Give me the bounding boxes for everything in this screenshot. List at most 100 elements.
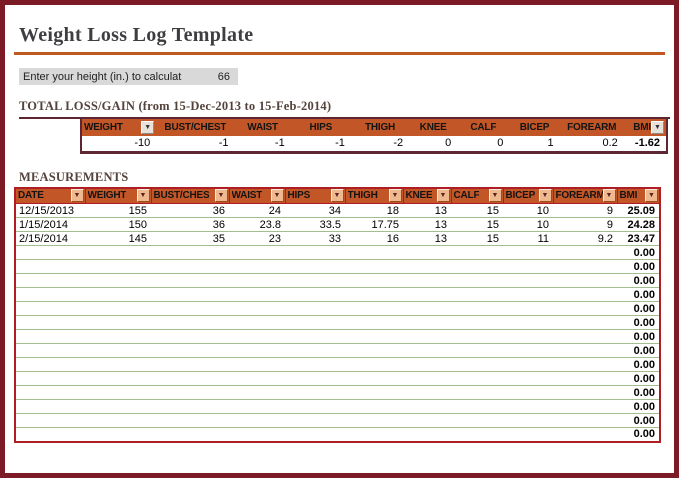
- cell-calf[interactable]: 15: [451, 231, 503, 246]
- cell-forearm[interactable]: [553, 287, 617, 302]
- cell-knee[interactable]: [403, 301, 451, 316]
- cell-bicep[interactable]: [503, 427, 553, 442]
- cell-date[interactable]: [15, 427, 85, 442]
- cell-bicep[interactable]: 10: [503, 203, 553, 218]
- cell-bicep[interactable]: [503, 343, 553, 358]
- cell-date[interactable]: [15, 329, 85, 344]
- cell-thigh[interactable]: 16: [345, 231, 403, 246]
- cell-hips[interactable]: [285, 315, 345, 330]
- cell-waist[interactable]: [229, 371, 285, 386]
- cell-knee[interactable]: [403, 287, 451, 302]
- cell-forearm[interactable]: [553, 301, 617, 316]
- totals-value-cell[interactable]: 0: [457, 136, 510, 152]
- cell-forearm[interactable]: [553, 343, 617, 358]
- cell-knee[interactable]: 13: [403, 231, 451, 246]
- cell-bust-ches[interactable]: [151, 343, 229, 358]
- cell-waist[interactable]: [229, 413, 285, 428]
- cell-weight[interactable]: [85, 259, 151, 274]
- cell-knee[interactable]: [403, 357, 451, 372]
- cell-waist[interactable]: [229, 385, 285, 400]
- cell-bmi[interactable]: 25.09: [617, 203, 660, 218]
- cell-weight[interactable]: [85, 329, 151, 344]
- cell-bicep[interactable]: [503, 385, 553, 400]
- cell-waist[interactable]: [229, 245, 285, 260]
- cell-weight[interactable]: [85, 399, 151, 414]
- filter-dropdown-icon[interactable]: ▼: [136, 189, 150, 203]
- cell-bicep[interactable]: [503, 357, 553, 372]
- cell-bust-ches[interactable]: [151, 399, 229, 414]
- cell-bust-ches[interactable]: [151, 273, 229, 288]
- cell-thigh[interactable]: [345, 315, 403, 330]
- totals-value-cell[interactable]: 1: [509, 136, 560, 152]
- cell-hips[interactable]: [285, 385, 345, 400]
- cell-thigh[interactable]: [345, 357, 403, 372]
- cell-waist[interactable]: [229, 427, 285, 442]
- cell-calf[interactable]: [451, 343, 503, 358]
- cell-knee[interactable]: [403, 273, 451, 288]
- cell-waist[interactable]: [229, 315, 285, 330]
- cell-calf[interactable]: [451, 301, 503, 316]
- cell-hips[interactable]: [285, 301, 345, 316]
- cell-bmi[interactable]: 0.00: [617, 385, 660, 400]
- cell-bmi[interactable]: 0.00: [617, 399, 660, 414]
- cell-knee[interactable]: 13: [403, 203, 451, 218]
- cell-forearm[interactable]: [553, 413, 617, 428]
- cell-date[interactable]: [15, 287, 85, 302]
- cell-waist[interactable]: [229, 301, 285, 316]
- cell-bicep[interactable]: 10: [503, 217, 553, 232]
- cell-date[interactable]: 12/15/2013: [15, 203, 85, 218]
- filter-dropdown-icon[interactable]: ▼: [651, 121, 664, 134]
- cell-bicep[interactable]: [503, 399, 553, 414]
- totals-value-cell[interactable]: -1: [290, 136, 351, 152]
- cell-bmi[interactable]: 0.00: [617, 413, 660, 428]
- cell-thigh[interactable]: [345, 399, 403, 414]
- cell-bust-ches[interactable]: [151, 413, 229, 428]
- cell-thigh[interactable]: [345, 287, 403, 302]
- cell-bust-ches[interactable]: 36: [151, 203, 229, 218]
- cell-calf[interactable]: [451, 413, 503, 428]
- cell-calf[interactable]: [451, 427, 503, 442]
- filter-dropdown-icon[interactable]: ▼: [436, 189, 450, 203]
- totals-value-cell[interactable]: -1.62: [623, 136, 667, 152]
- cell-bmi[interactable]: 0.00: [617, 427, 660, 442]
- cell-bicep[interactable]: [503, 413, 553, 428]
- totals-value-cell[interactable]: -1: [234, 136, 291, 152]
- cell-waist[interactable]: [229, 343, 285, 358]
- cell-bust-ches[interactable]: [151, 245, 229, 260]
- cell-weight[interactable]: 145: [85, 231, 151, 246]
- cell-thigh[interactable]: [345, 343, 403, 358]
- cell-forearm[interactable]: 9: [553, 217, 617, 232]
- cell-calf[interactable]: [451, 385, 503, 400]
- cell-date[interactable]: [15, 385, 85, 400]
- cell-bmi[interactable]: 0.00: [617, 357, 660, 372]
- cell-forearm[interactable]: [553, 329, 617, 344]
- cell-weight[interactable]: 150: [85, 217, 151, 232]
- cell-thigh[interactable]: [345, 413, 403, 428]
- cell-bicep[interactable]: [503, 245, 553, 260]
- cell-date[interactable]: 2/15/2014: [15, 231, 85, 246]
- cell-weight[interactable]: [85, 427, 151, 442]
- cell-forearm[interactable]: 9.2: [553, 231, 617, 246]
- cell-weight[interactable]: [85, 371, 151, 386]
- cell-weight[interactable]: [85, 315, 151, 330]
- filter-dropdown-icon[interactable]: ▼: [70, 189, 84, 203]
- filter-dropdown-icon[interactable]: ▼: [645, 189, 658, 203]
- cell-waist[interactable]: [229, 329, 285, 344]
- cell-weight[interactable]: 155: [85, 203, 151, 218]
- cell-bust-ches[interactable]: [151, 357, 229, 372]
- cell-date[interactable]: [15, 371, 85, 386]
- cell-calf[interactable]: 15: [451, 203, 503, 218]
- cell-date[interactable]: [15, 413, 85, 428]
- cell-weight[interactable]: [85, 343, 151, 358]
- height-value-cell[interactable]: 66: [217, 70, 230, 83]
- cell-bmi[interactable]: 0.00: [617, 245, 660, 260]
- cell-calf[interactable]: [451, 329, 503, 344]
- cell-bicep[interactable]: 11: [503, 231, 553, 246]
- cell-date[interactable]: [15, 301, 85, 316]
- cell-hips[interactable]: [285, 259, 345, 274]
- cell-forearm[interactable]: [553, 259, 617, 274]
- cell-date[interactable]: 1/15/2014: [15, 217, 85, 232]
- filter-dropdown-icon[interactable]: ▼: [330, 189, 344, 203]
- cell-knee[interactable]: [403, 245, 451, 260]
- cell-calf[interactable]: [451, 273, 503, 288]
